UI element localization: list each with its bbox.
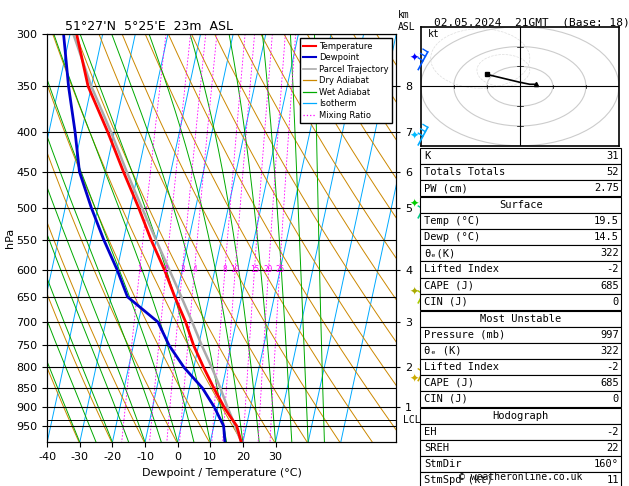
Text: 685: 685 xyxy=(600,280,619,291)
Legend: Temperature, Dewpoint, Parcel Trajectory, Dry Adiabat, Wet Adiabat, Isotherm, Mi: Temperature, Dewpoint, Parcel Trajectory… xyxy=(300,38,392,123)
Text: 322: 322 xyxy=(600,248,619,259)
Text: 685: 685 xyxy=(600,378,619,388)
Text: θₑ (K): θₑ (K) xyxy=(424,346,462,356)
Text: 20: 20 xyxy=(264,265,273,274)
Text: Most Unstable: Most Unstable xyxy=(480,313,562,324)
Text: 22: 22 xyxy=(606,443,619,453)
Text: CAPE (J): CAPE (J) xyxy=(424,378,474,388)
Text: -2: -2 xyxy=(606,362,619,372)
Text: ✦: ✦ xyxy=(410,53,419,63)
Text: 3: 3 xyxy=(180,265,185,274)
Text: 0: 0 xyxy=(613,296,619,307)
Text: 14.5: 14.5 xyxy=(594,232,619,243)
Text: 4: 4 xyxy=(192,265,197,274)
Text: 52: 52 xyxy=(606,167,619,177)
Text: EH: EH xyxy=(424,427,437,437)
Text: ✦: ✦ xyxy=(410,199,419,209)
Text: 8: 8 xyxy=(223,265,227,274)
Text: θₑ(K): θₑ(K) xyxy=(424,248,455,259)
Y-axis label: hPa: hPa xyxy=(5,228,15,248)
X-axis label: Dewpoint / Temperature (°C): Dewpoint / Temperature (°C) xyxy=(142,468,302,478)
Text: -2: -2 xyxy=(606,427,619,437)
Text: 19.5: 19.5 xyxy=(594,216,619,226)
Text: CIN (J): CIN (J) xyxy=(424,296,468,307)
Text: 11: 11 xyxy=(606,475,619,485)
Text: Dewp (°C): Dewp (°C) xyxy=(424,232,480,243)
Text: 25: 25 xyxy=(275,265,284,274)
Text: StmDir: StmDir xyxy=(424,459,462,469)
Text: 02.05.2024  21GMT  (Base: 18): 02.05.2024 21GMT (Base: 18) xyxy=(433,17,629,27)
Text: StmSpd (kt): StmSpd (kt) xyxy=(424,475,493,485)
Text: Temp (°C): Temp (°C) xyxy=(424,216,480,226)
Text: 2.75: 2.75 xyxy=(594,183,619,193)
Text: 160°: 160° xyxy=(594,459,619,469)
Text: Lifted Index: Lifted Index xyxy=(424,264,499,275)
Text: 31: 31 xyxy=(606,151,619,161)
Text: SREH: SREH xyxy=(424,443,449,453)
Text: ✦: ✦ xyxy=(410,131,419,141)
Text: LCL: LCL xyxy=(403,416,421,425)
Text: CAPE (J): CAPE (J) xyxy=(424,280,474,291)
Text: 1: 1 xyxy=(137,265,142,274)
Text: 997: 997 xyxy=(600,330,619,340)
Text: K: K xyxy=(424,151,430,161)
Text: ✦: ✦ xyxy=(410,374,419,384)
Text: km
ASL: km ASL xyxy=(398,10,415,32)
Text: 0: 0 xyxy=(613,394,619,404)
Text: -2: -2 xyxy=(606,264,619,275)
Text: ✦: ✦ xyxy=(410,287,419,296)
Text: Lifted Index: Lifted Index xyxy=(424,362,499,372)
Text: 51°27'N  5°25'E  23m  ASL: 51°27'N 5°25'E 23m ASL xyxy=(65,20,233,33)
Text: 322: 322 xyxy=(600,346,619,356)
Text: 15: 15 xyxy=(250,265,259,274)
Text: Hodograph: Hodograph xyxy=(493,411,549,421)
Text: 10: 10 xyxy=(231,265,240,274)
Text: PW (cm): PW (cm) xyxy=(424,183,468,193)
Text: © weatheronline.co.uk: © weatheronline.co.uk xyxy=(459,472,582,482)
Text: 2: 2 xyxy=(164,265,169,274)
Text: Pressure (mb): Pressure (mb) xyxy=(424,330,505,340)
Text: Surface: Surface xyxy=(499,200,543,210)
Text: Totals Totals: Totals Totals xyxy=(424,167,505,177)
Text: kt: kt xyxy=(428,29,439,39)
Text: CIN (J): CIN (J) xyxy=(424,394,468,404)
